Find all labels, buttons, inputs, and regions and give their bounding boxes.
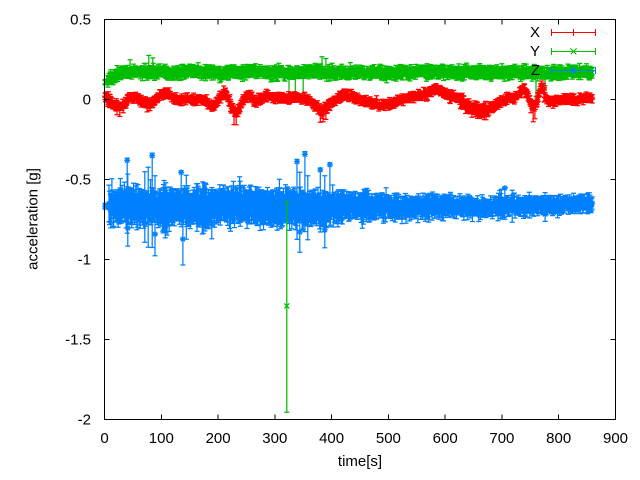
svg-text:200: 200 — [206, 430, 231, 447]
svg-text:500: 500 — [376, 430, 401, 447]
svg-text:-0.5: -0.5 — [65, 172, 91, 189]
svg-text:-1: -1 — [78, 252, 91, 269]
svg-text:Y: Y — [530, 43, 540, 60]
svg-text:400: 400 — [319, 430, 344, 447]
svg-text:Z: Z — [531, 62, 540, 79]
svg-text:300: 300 — [262, 430, 287, 447]
svg-text:700: 700 — [489, 430, 514, 447]
svg-text:-1.5: -1.5 — [65, 332, 91, 349]
svg-text:900: 900 — [603, 430, 628, 447]
svg-text:-2: -2 — [78, 412, 91, 429]
svg-text:time[s]: time[s] — [338, 453, 382, 470]
svg-text:600: 600 — [433, 430, 458, 447]
svg-text:100: 100 — [149, 430, 174, 447]
svg-text:X: X — [530, 24, 540, 41]
svg-text:acceleration [g]: acceleration [g] — [25, 168, 42, 270]
svg-text:800: 800 — [546, 430, 571, 447]
svg-text:0.5: 0.5 — [70, 12, 91, 29]
svg-text:0: 0 — [100, 430, 108, 447]
svg-text:0: 0 — [83, 92, 91, 109]
